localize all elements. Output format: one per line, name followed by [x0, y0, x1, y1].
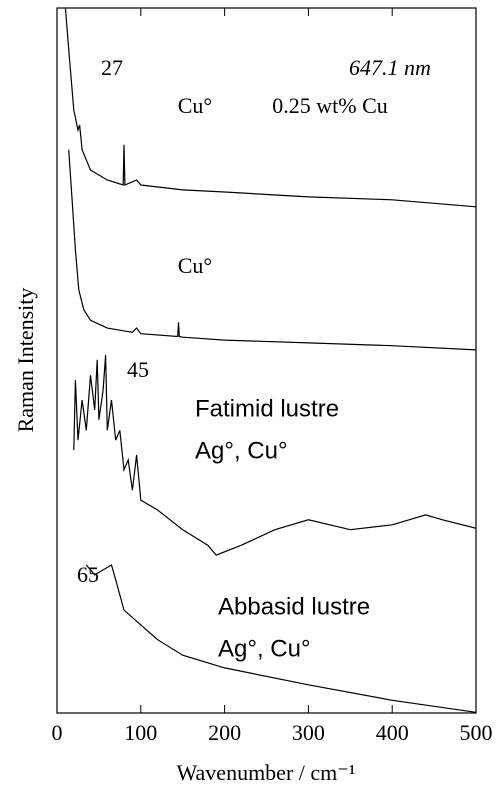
spectrum-line: [85, 564, 476, 713]
x-tick-label: 200: [208, 720, 241, 745]
x-tick-label: 300: [292, 720, 325, 745]
annotation: Cu°: [178, 93, 212, 118]
x-tick-label: 400: [376, 720, 409, 745]
annotation: Abbasid lustre: [218, 593, 370, 620]
annotation: 65: [77, 562, 99, 587]
annotation: 27: [101, 55, 123, 80]
annotation: Fatimid lustre: [195, 395, 339, 422]
annotation: Ag°, Cu°: [218, 635, 311, 662]
x-tick-label: 0: [52, 720, 63, 745]
annotation: 0.25 wt% Cu: [272, 93, 388, 118]
spectrum-line: [64, 8, 476, 208]
x-axis-label: Wavenumber / cm⁻¹: [177, 760, 356, 785]
spectrum-line: [73, 354, 476, 556]
annotation: 45: [127, 357, 149, 382]
annotation: Cu°: [178, 253, 212, 278]
x-tick-label: 500: [460, 720, 493, 745]
y-axis-label: Raman Intensity: [13, 288, 38, 433]
plot-frame: [56, 7, 477, 714]
spectrum-line: [68, 149, 476, 351]
annotation: Ag°, Cu°: [195, 437, 288, 464]
annotation: 647.1 nm: [349, 55, 431, 80]
x-tick-label: 100: [124, 720, 157, 745]
